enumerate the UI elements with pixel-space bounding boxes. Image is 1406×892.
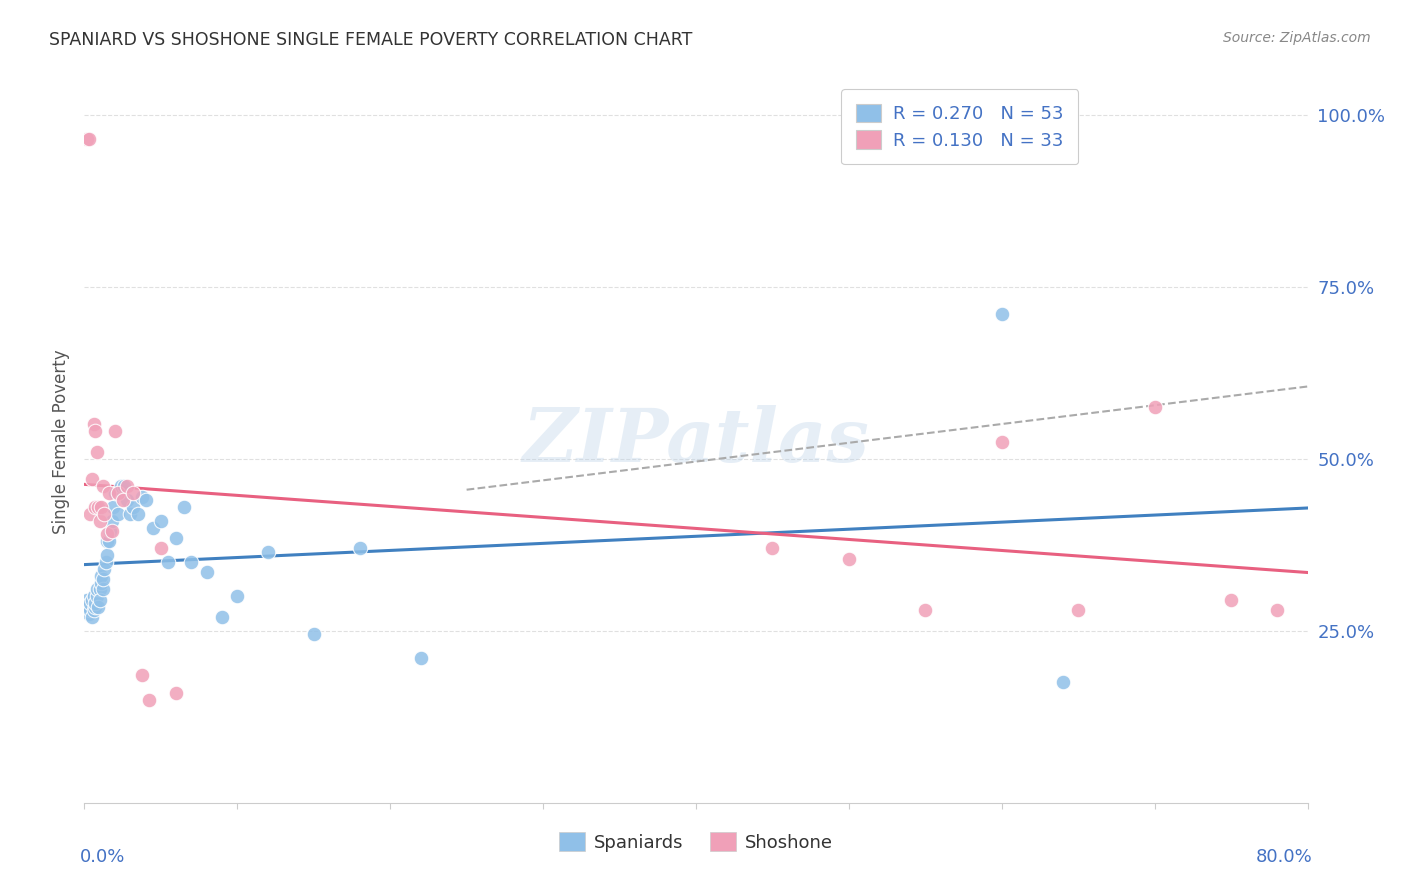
Point — [120, 507, 142, 521]
Point — [104, 424, 127, 438]
Point — [90, 568, 112, 582]
Point — [127, 507, 149, 521]
Point — [84, 424, 107, 438]
Point — [149, 514, 172, 528]
Point — [138, 692, 160, 706]
Point — [87, 599, 110, 614]
Legend: Spaniards, Shoshone: Spaniards, Shoshone — [553, 825, 839, 859]
Point — [257, 544, 280, 558]
Point — [83, 417, 105, 432]
Point — [302, 627, 325, 641]
Point — [83, 603, 105, 617]
Point — [86, 445, 108, 459]
Text: SPANIARD VS SHOSHONE SINGLE FEMALE POVERTY CORRELATION CHART: SPANIARD VS SHOSHONE SINGLE FEMALE POVER… — [49, 31, 693, 49]
Point — [77, 607, 100, 621]
Point — [1067, 603, 1090, 617]
Y-axis label: Single Female Poverty: Single Female Poverty — [52, 350, 70, 533]
Point — [761, 541, 783, 556]
Point — [135, 493, 157, 508]
Text: Source: ZipAtlas.com: Source: ZipAtlas.com — [1223, 31, 1371, 45]
Point — [77, 132, 100, 146]
Point — [110, 479, 132, 493]
Point — [86, 590, 108, 604]
Point — [115, 479, 138, 493]
Text: ZIPatlas: ZIPatlas — [523, 405, 869, 478]
Point — [173, 500, 195, 514]
Point — [90, 500, 112, 514]
Point — [103, 500, 125, 514]
Text: 0.0%: 0.0% — [80, 847, 125, 865]
Point — [107, 486, 129, 500]
Point — [89, 582, 111, 597]
Point — [93, 562, 115, 576]
Point — [838, 551, 860, 566]
Point — [195, 566, 218, 580]
Point — [991, 434, 1014, 449]
Point — [79, 596, 101, 610]
Point — [111, 493, 134, 508]
Point — [1220, 592, 1243, 607]
Point — [84, 596, 107, 610]
Point — [83, 590, 105, 604]
Point — [122, 500, 145, 514]
Point — [96, 534, 118, 549]
Point — [157, 555, 180, 569]
Point — [180, 555, 202, 569]
Point — [142, 520, 165, 534]
Point — [349, 541, 371, 556]
Point — [91, 582, 114, 597]
Point — [991, 307, 1014, 321]
Point — [90, 575, 112, 590]
Point — [1052, 675, 1074, 690]
Point — [97, 534, 120, 549]
Point — [149, 541, 172, 556]
Point — [84, 500, 107, 514]
Point — [87, 500, 110, 514]
Point — [96, 527, 118, 541]
Point — [165, 686, 187, 700]
Point — [1265, 603, 1288, 617]
Point — [165, 531, 187, 545]
Point — [91, 479, 114, 493]
Point — [131, 490, 153, 504]
Point — [107, 507, 129, 521]
Point — [96, 548, 118, 562]
Point — [84, 599, 107, 614]
Point — [914, 603, 936, 617]
Point — [112, 479, 135, 493]
Point — [80, 592, 103, 607]
Point — [104, 486, 127, 500]
Point — [89, 514, 111, 528]
Point — [101, 514, 124, 528]
Point — [115, 493, 138, 508]
Point — [101, 524, 124, 538]
Point — [211, 610, 233, 624]
Point — [76, 132, 98, 146]
Point — [97, 486, 120, 500]
Point — [79, 507, 101, 521]
Point — [122, 486, 145, 500]
Point — [1143, 400, 1166, 414]
Point — [226, 590, 249, 604]
Point — [131, 668, 153, 682]
Point — [80, 472, 103, 486]
Point — [89, 592, 111, 607]
Point — [98, 524, 121, 538]
Point — [77, 599, 100, 614]
Point — [76, 592, 98, 607]
Point — [93, 507, 115, 521]
Point — [86, 582, 108, 597]
Point — [91, 572, 114, 586]
Point — [94, 555, 117, 569]
Point — [79, 603, 101, 617]
Text: 80.0%: 80.0% — [1256, 847, 1312, 865]
Point — [80, 610, 103, 624]
Point — [409, 651, 432, 665]
